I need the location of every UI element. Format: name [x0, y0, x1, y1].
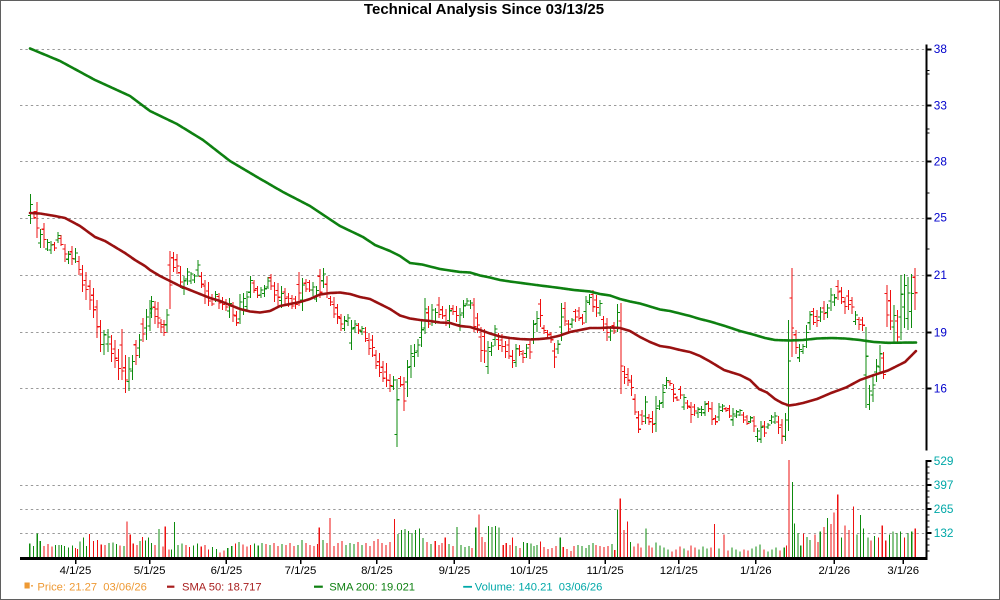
svg-text:2/1/26: 2/1/26 — [818, 565, 850, 577]
svg-text:9/1/25: 9/1/25 — [439, 565, 471, 577]
svg-text:4/1/25: 4/1/25 — [60, 565, 92, 577]
svg-text:33: 33 — [934, 99, 948, 113]
svg-text:10/1/25: 10/1/25 — [510, 565, 548, 577]
svg-text:6/1/25: 6/1/25 — [211, 565, 243, 577]
svg-text:Technical Analysis Since 03/13: Technical Analysis Since 03/13/25 — [364, 1, 604, 18]
svg-text:25: 25 — [934, 211, 948, 225]
svg-text:7/1/25: 7/1/25 — [285, 565, 317, 577]
svg-text:SMA 200: 19.021: SMA 200: 19.021 — [329, 582, 415, 594]
svg-text:12/1/25: 12/1/25 — [660, 565, 698, 577]
svg-text:Price: 21.27 03/06/26: Price: 21.27 03/06/26 — [37, 582, 146, 594]
svg-text:8/1/25: 8/1/25 — [361, 565, 393, 577]
svg-text:19: 19 — [934, 325, 947, 339]
svg-text:265: 265 — [934, 502, 954, 516]
svg-text:SMA 50: 18.717: SMA 50: 18.717 — [182, 582, 262, 594]
svg-text:38: 38 — [934, 42, 948, 56]
svg-text:Volume: 140.21 03/06/26: Volume: 140.21 03/06/26 — [475, 582, 603, 594]
svg-text:397: 397 — [934, 478, 954, 492]
svg-text:3/1/26: 3/1/26 — [887, 565, 919, 577]
svg-text:16: 16 — [934, 381, 948, 395]
svg-text:1/1/26: 1/1/26 — [740, 565, 772, 577]
svg-text:11/1/25: 11/1/25 — [587, 565, 624, 577]
svg-text:21: 21 — [934, 268, 947, 282]
svg-text:28: 28 — [934, 155, 948, 169]
svg-text:529: 529 — [934, 454, 954, 468]
svg-text:132: 132 — [934, 526, 954, 540]
svg-text:5/1/25: 5/1/25 — [134, 565, 166, 577]
